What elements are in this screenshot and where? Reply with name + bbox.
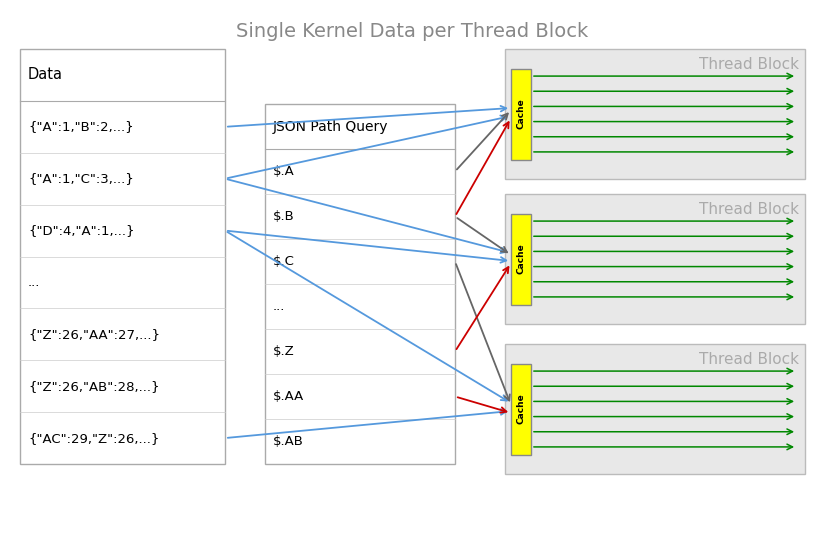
Text: Thread Block: Thread Block — [699, 202, 799, 217]
Text: JSON Path Query: JSON Path Query — [273, 120, 389, 134]
Bar — [511, 363, 531, 454]
Bar — [505, 49, 805, 179]
Bar — [505, 194, 805, 324]
Text: Single Kernel Data per Thread Block: Single Kernel Data per Thread Block — [237, 22, 588, 41]
Text: $.A: $.A — [273, 165, 295, 178]
Bar — [20, 49, 225, 464]
Text: ...: ... — [273, 300, 285, 313]
Text: Cache: Cache — [516, 393, 526, 424]
Text: Thread Block: Thread Block — [699, 57, 799, 72]
Text: Cache: Cache — [516, 244, 526, 274]
Text: {"Z":26,"AA":27,...}: {"Z":26,"AA":27,...} — [28, 328, 160, 341]
Text: $.AB: $.AB — [273, 435, 304, 448]
Bar — [265, 104, 455, 464]
Text: {"A":1,"C":3,...}: {"A":1,"C":3,...} — [28, 172, 134, 185]
Bar — [505, 344, 805, 474]
Text: Data: Data — [28, 67, 63, 82]
Text: $.AA: $.AA — [273, 390, 304, 403]
Text: $.C: $.C — [273, 255, 295, 268]
Text: {"A":1,"B":2,...}: {"A":1,"B":2,...} — [28, 120, 134, 133]
Text: Cache: Cache — [516, 99, 526, 129]
Bar — [511, 68, 531, 160]
Bar — [511, 213, 531, 305]
Text: $.B: $.B — [273, 210, 295, 223]
Text: Thread Block: Thread Block — [699, 352, 799, 367]
Text: ...: ... — [28, 276, 40, 289]
Text: {"Z":26,"AB":28,...}: {"Z":26,"AB":28,...} — [28, 379, 159, 393]
Text: $.Z: $.Z — [273, 345, 295, 358]
Text: {"AC":29,"Z":26,...}: {"AC":29,"Z":26,...} — [28, 432, 159, 445]
Text: {"D":4,"A":1,...}: {"D":4,"A":1,...} — [28, 224, 134, 237]
